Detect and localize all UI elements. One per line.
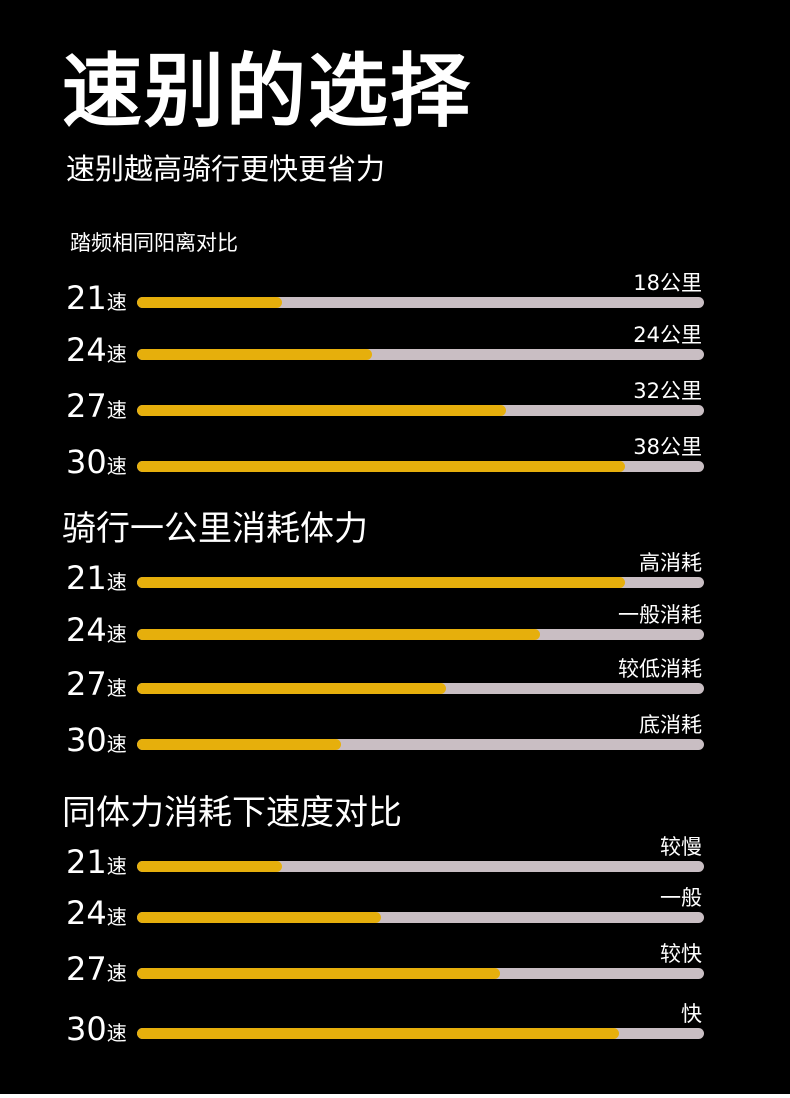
bar-value-label: 38公里: [633, 435, 702, 459]
bar-fill: [137, 577, 625, 588]
speed-label: 30速: [66, 1010, 127, 1048]
bar-fill: [137, 461, 625, 472]
section-heading-speed: 同体力消耗下速度对比: [62, 793, 402, 833]
bar-row: 21速 高消耗: [0, 534, 790, 594]
speed-label: 21速: [66, 279, 127, 317]
bar-row: 30速 快: [0, 985, 790, 1045]
bar-row: 21速 较慢: [0, 818, 790, 878]
bar-fill: [137, 739, 342, 750]
speed-label: 30速: [66, 443, 127, 481]
bar-track: [137, 1028, 704, 1039]
bar-track: [137, 349, 704, 360]
bar-value-label: 32公里: [633, 379, 702, 403]
speed-label: 27速: [66, 387, 127, 425]
bar-value-label: 较低消耗: [618, 657, 702, 681]
bar-value-label: 快: [681, 1002, 702, 1026]
bar-value-label: 较慢: [660, 835, 702, 859]
bottom-divider: [0, 1094, 790, 1098]
bar-row: 27速 较快: [0, 925, 790, 985]
bar-row: 27速 较低消耗: [0, 640, 790, 700]
bar-value-label: 一般: [660, 886, 702, 910]
bar-track: [137, 629, 704, 640]
bar-row: 27速 32公里: [0, 362, 790, 422]
bar-track: [137, 912, 704, 923]
bar-fill: [137, 861, 282, 872]
bar-track: [137, 739, 704, 750]
bar-fill: [137, 1028, 619, 1039]
bar-fill: [137, 297, 282, 308]
bar-value-label: 24公里: [633, 323, 702, 347]
bar-fill: [137, 912, 381, 923]
section-heading-stamina: 骑行一公里消耗体力: [62, 509, 368, 549]
bar-row: 24速 一般消耗: [0, 586, 790, 646]
speed-label: 30速: [66, 721, 127, 759]
bar-fill: [137, 629, 540, 640]
speed-label: 27速: [66, 665, 127, 703]
bar-fill: [137, 349, 373, 360]
section-heading-distance: 踏频相同阳离对比: [70, 231, 238, 255]
speed-label: 21速: [66, 559, 127, 597]
bar-track: [137, 297, 704, 308]
bar-value-label: 底消耗: [639, 713, 702, 737]
bar-row: 30速 38公里: [0, 418, 790, 478]
bar-value-label: 较快: [660, 942, 702, 966]
bar-fill: [137, 968, 500, 979]
bar-track: [137, 968, 704, 979]
speed-label: 24速: [66, 331, 127, 369]
speed-label: 24速: [66, 894, 127, 932]
bar-track: [137, 405, 704, 416]
bar-track: [137, 683, 704, 694]
page-subtitle: 速别越高骑行更快更省力: [66, 152, 386, 186]
bar-track: [137, 861, 704, 872]
speed-label: 27速: [66, 950, 127, 988]
bar-fill: [137, 683, 446, 694]
bar-value-label: 高消耗: [639, 551, 702, 575]
bar-row: 24速 24公里: [0, 306, 790, 366]
bar-track: [137, 577, 704, 588]
page-title: 速别的选择: [62, 45, 472, 138]
bar-value-label: 一般消耗: [618, 603, 702, 627]
bar-row: 30速 底消耗: [0, 696, 790, 756]
bar-value-label: 18公里: [633, 271, 702, 295]
speed-label: 24速: [66, 611, 127, 649]
bar-track: [137, 461, 704, 472]
bar-row: 21速 18公里: [0, 254, 790, 314]
speed-label: 21速: [66, 843, 127, 881]
bar-fill: [137, 405, 506, 416]
bar-row: 24速 一般: [0, 869, 790, 929]
